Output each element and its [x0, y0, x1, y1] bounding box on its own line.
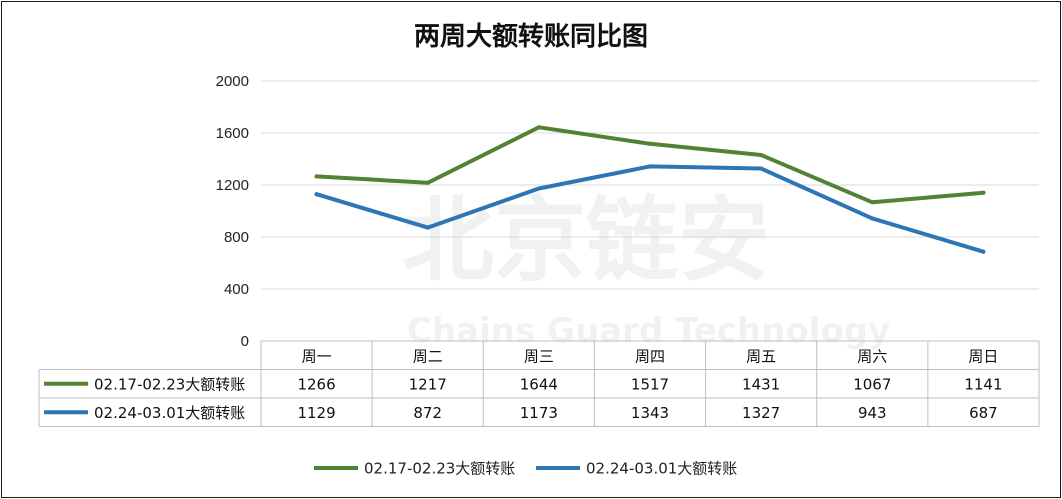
x-category-label: 周一: [302, 347, 332, 365]
table-data-value: 1266: [297, 375, 335, 393]
data-point: [981, 190, 986, 195]
legend-label: 02.24-03.01大额转账: [586, 460, 737, 478]
data-point: [536, 125, 541, 130]
y-tick-label: 1600: [216, 125, 249, 142]
table-data-value: 687: [969, 404, 998, 422]
data-point: [314, 174, 319, 179]
table-data-value: 872: [413, 404, 442, 422]
chart-title: 两周大额转账同比图: [414, 22, 648, 52]
data-point: [648, 164, 652, 169]
y-tick-label: 2000: [216, 73, 249, 90]
x-category-label: 周日: [968, 347, 998, 365]
table-series-name: 02.17-02.23大额转账: [94, 375, 245, 393]
table-data-value: 1217: [409, 375, 447, 393]
y-axis-ticks: 0 400 800 1200 1600 2000: [216, 73, 249, 350]
y-tick-label: 1200: [216, 177, 249, 194]
data-point: [425, 180, 430, 185]
y-tick-label: 0: [241, 333, 249, 350]
table-data-value: 1129: [297, 404, 335, 422]
y-tick-label: 400: [224, 281, 249, 298]
table-data-value: 1644: [520, 375, 558, 393]
x-category-label: 周二: [413, 347, 443, 365]
gridlines: [261, 80, 1039, 290]
table-data-value: 1517: [631, 375, 669, 393]
data-point: [648, 141, 652, 146]
table-data-value: 1173: [520, 404, 558, 422]
table-data-value: 943: [858, 404, 887, 422]
data-point: [870, 216, 875, 221]
table-series-name: 02.24-03.01大额转账: [94, 404, 245, 422]
data-point: [870, 200, 875, 205]
data-point: [314, 192, 319, 197]
x-category-label: 周四: [635, 347, 665, 365]
watermark-main-text: 北京链安: [402, 187, 770, 294]
x-category-label: 周五: [746, 347, 776, 365]
data-point: [759, 166, 764, 171]
legend: 02.17-02.23大额转账 02.24-03.01大额转账: [314, 460, 737, 478]
table-data-value: 1343: [631, 404, 669, 422]
legend-label: 02.17-02.23大额转账: [364, 460, 515, 478]
table-data-value: 1327: [742, 404, 780, 422]
x-category-label: 周六: [857, 347, 887, 365]
y-tick-label: 800: [224, 229, 249, 246]
series-lines: [314, 125, 986, 254]
data-point: [536, 186, 541, 191]
x-category-label: 周三: [524, 347, 554, 365]
table-data-value: 1141: [964, 375, 1002, 393]
watermark: 北京链安 Chains Guard Technology: [402, 187, 890, 351]
data-point: [425, 225, 430, 230]
table-data-value: 1431: [742, 375, 780, 393]
data-table: 周一 周二 周三 周四 周五 周六 周日 02.17-02.23大额转账 1266 1217 164…: [38, 340, 1040, 427]
table-data-value: 1067: [853, 375, 891, 393]
data-point: [981, 249, 986, 254]
data-point: [759, 152, 764, 157]
watermark-sub-text: Chains Guard Technology: [407, 311, 890, 351]
